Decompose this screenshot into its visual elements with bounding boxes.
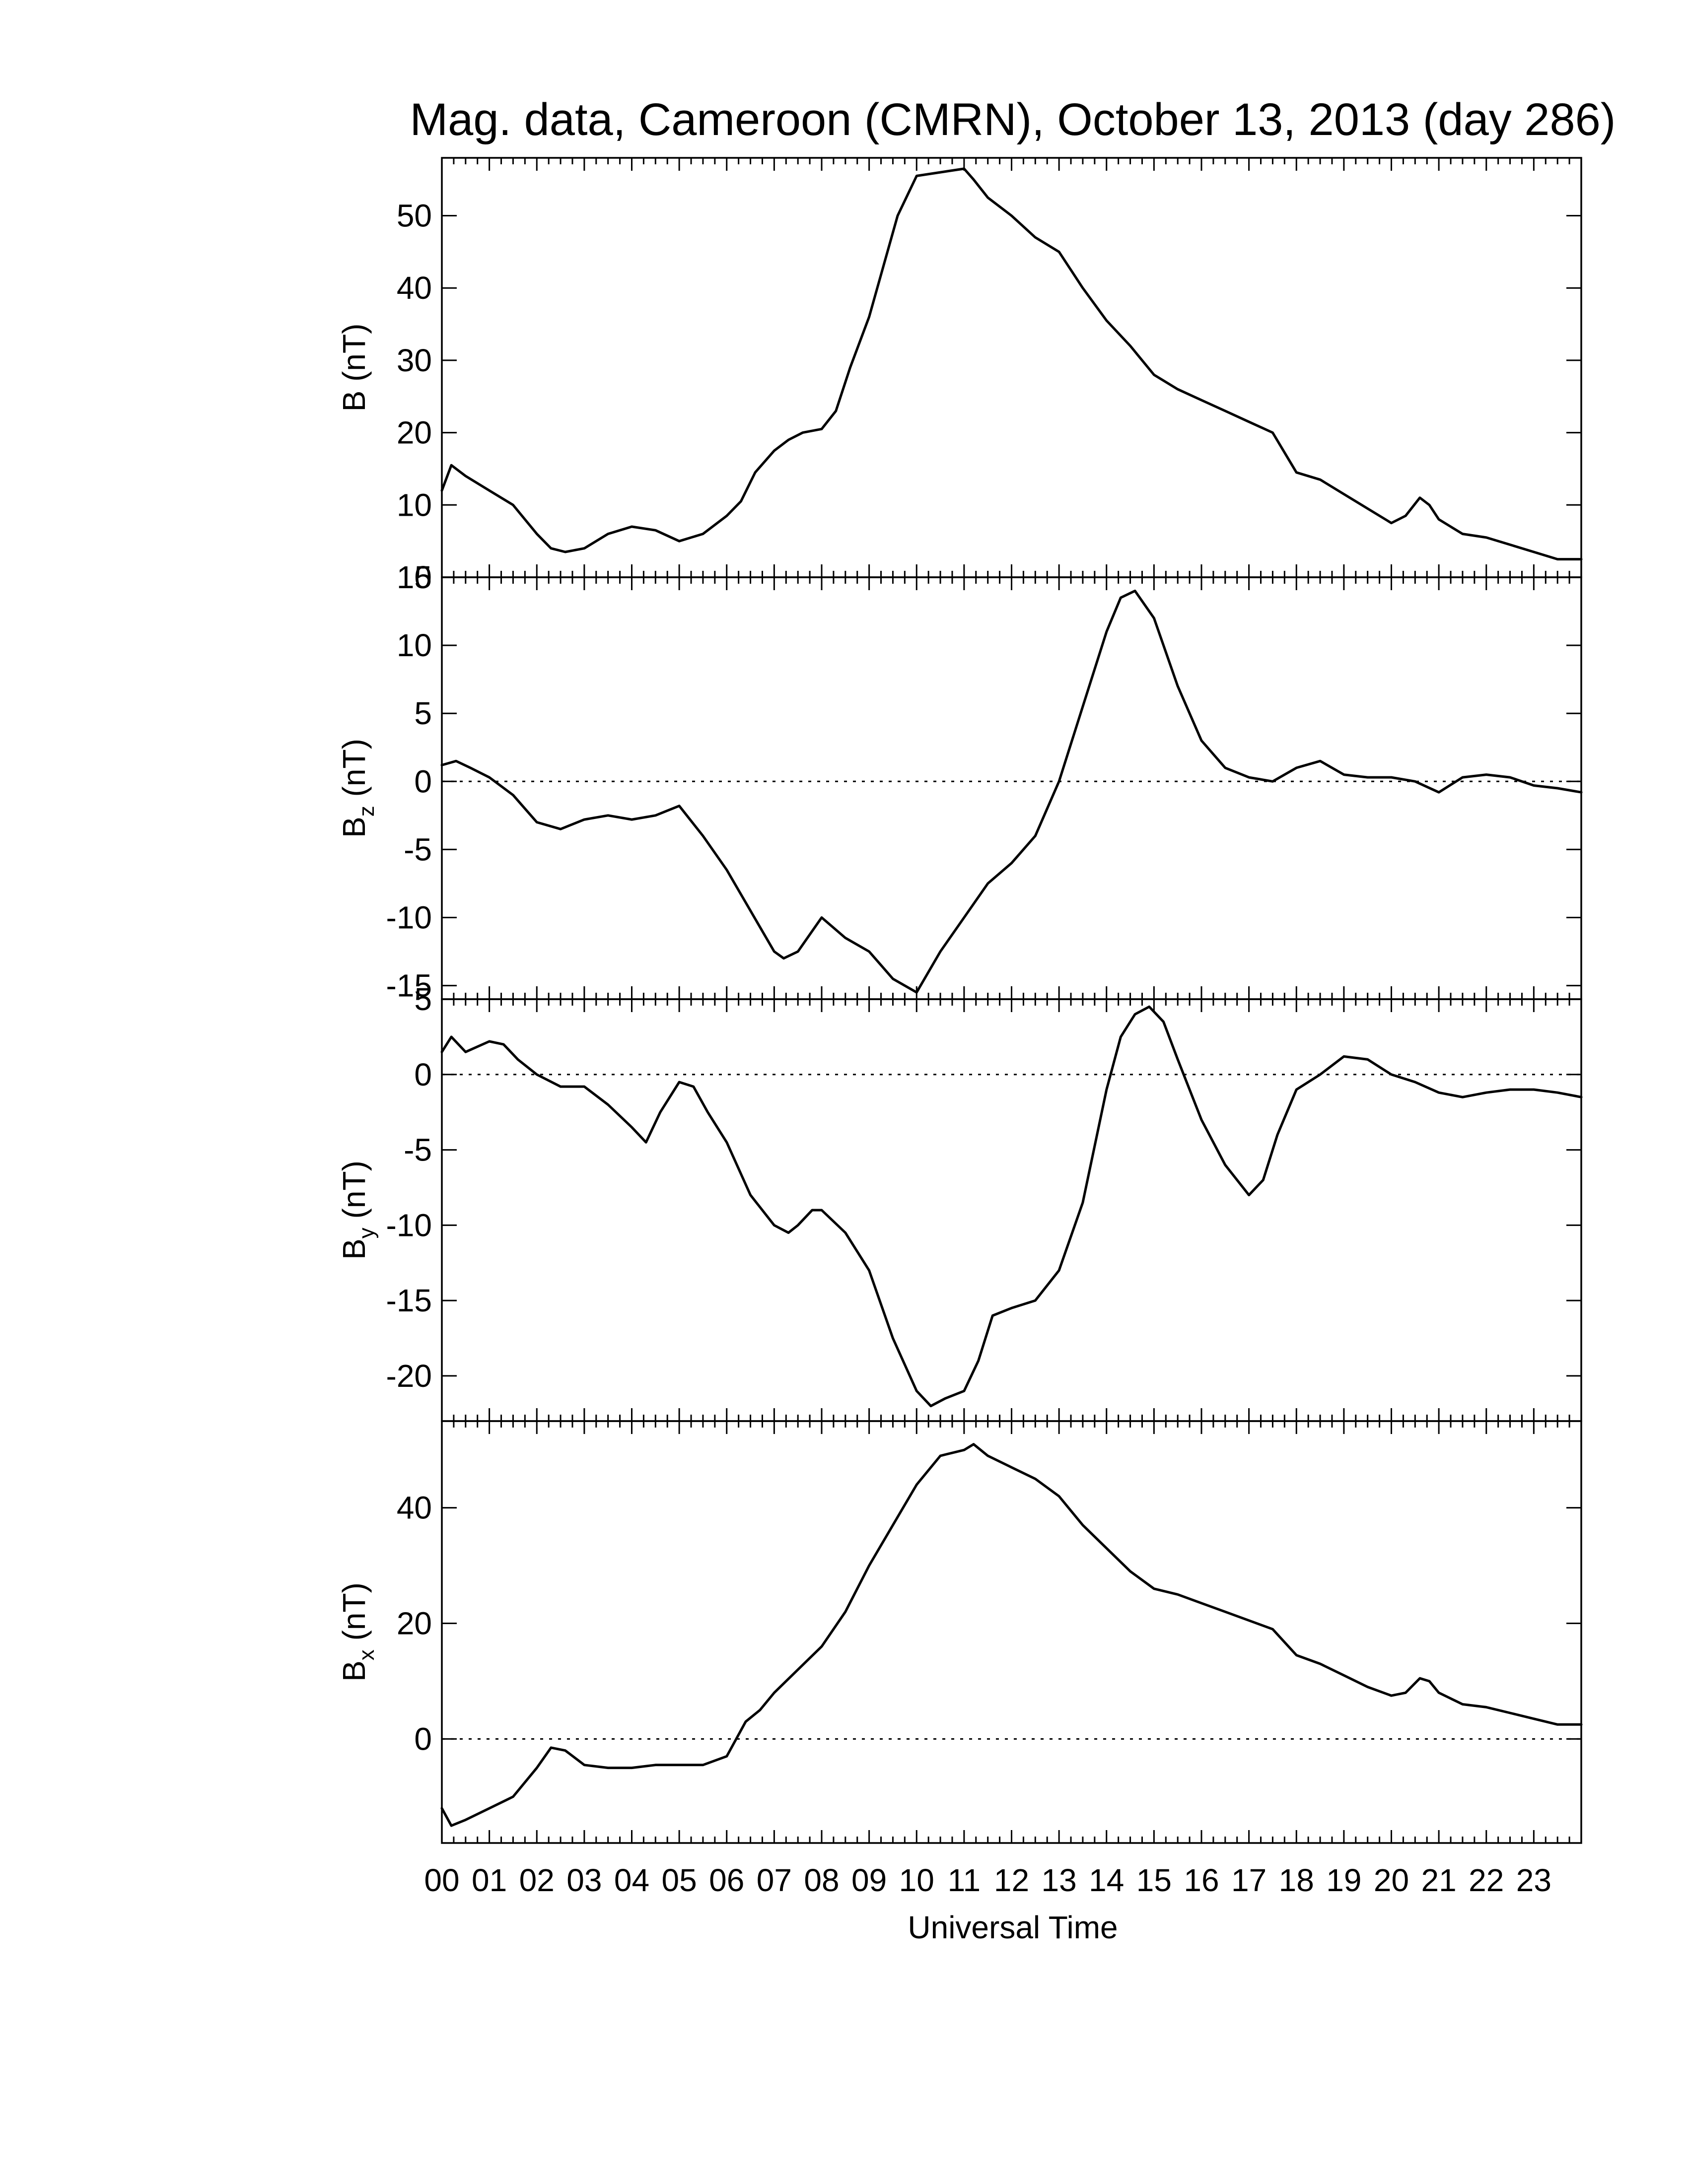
x-tick-label: 16 [1184,1862,1219,1898]
x-tick-label: 01 [472,1862,507,1898]
x-tick-label: 10 [899,1862,934,1898]
series-line-by [440,1005,1583,1408]
y-tick-label: 5 [414,695,432,731]
x-tick-label: 22 [1469,1862,1504,1898]
x-tick-label: 18 [1279,1862,1314,1898]
panel-frame-b [441,157,1582,578]
y-tick-label: 30 [397,342,432,378]
x-tick-label: 00 [424,1862,459,1898]
y-tick-label: 0 [414,1721,432,1757]
y-tick-label: 40 [397,270,432,306]
x-tick-label: 08 [804,1862,839,1898]
x-tick-label: 07 [757,1862,792,1898]
x-tick-label: 05 [662,1862,697,1898]
panel-bz: -15 -10 -5 0 5 10 15 Bz (nT) [336,559,1583,1004]
series-line-bx [440,1443,1583,1827]
y-tick-label: 0 [414,1057,432,1092]
x-tick-label: 14 [1089,1862,1124,1898]
series-line-bz [440,589,1583,994]
y-tick-label: 5 [414,981,432,1017]
y-tick-label: 50 [397,198,432,234]
x-axis-label: Universal Time [908,1910,1118,1945]
y-axis-label-by: By (nT) [336,1160,379,1260]
x-tick-label: 06 [709,1862,744,1898]
y-tick-label: 10 [397,627,432,663]
x-tick-label: 09 [851,1862,887,1898]
x-tick-label: 19 [1326,1862,1361,1898]
x-tick-label: 03 [566,1862,602,1898]
x-tick-label: 15 [1136,1862,1172,1898]
series-line-b [440,167,1583,561]
panel-frame-by [441,998,1582,1422]
x-tick-label: 12 [994,1862,1029,1898]
y-tick-label: -5 [404,831,432,867]
y-axis-label-b: B (nT) [336,324,372,412]
x-tick-label: 04 [614,1862,649,1898]
y-tick-label: -10 [386,899,432,935]
y-tick-label: -15 [386,1283,432,1318]
panel-by: -20 -15 -10 -5 0 5 By (nT) [336,981,1583,1422]
y-tick-label: 10 [397,487,432,523]
x-tick-labels: 00 01 02 03 04 05 06 07 08 09 10 11 12 13 14 15 16 17 18 19… [424,1862,1551,1898]
y-tick-label: 0 [414,763,432,799]
x-tick-label: 02 [519,1862,555,1898]
y-axis-label-bz: Bz (nT) [336,739,379,838]
panel-frame-bx [441,1420,1582,1844]
y-axis-label-bx: Bx (nT) [336,1582,379,1682]
y-tick-label: 20 [397,415,432,451]
y-tick-label: 0 [414,559,432,595]
y-tick-label: -10 [386,1207,432,1243]
x-tick-label: 23 [1516,1862,1551,1898]
x-tick-label: 13 [1042,1862,1077,1898]
x-tick-label: 11 [948,1862,981,1898]
panel-frame-bz [441,576,1582,1000]
y-tick-label: -15 [386,968,432,1004]
panel-b-total: 0 10 20 30 40 50 B (nT) [336,157,1583,595]
y-tick-label: 20 [397,1606,432,1641]
y-tick-label: 40 [397,1490,432,1526]
y-tick-label: -5 [404,1132,432,1168]
panel-bx: 0 20 40 Bx (nT) [336,1420,1583,1844]
x-tick-label: 20 [1374,1862,1409,1898]
chart-title: Mag. data, Cameroon (CMRN), October 13, … [410,94,1616,145]
x-tick-label: 21 [1421,1862,1457,1898]
y-tick-label: -20 [386,1358,432,1394]
y-tick-label: 15 [397,559,432,595]
x-tick-label: 17 [1231,1862,1266,1898]
